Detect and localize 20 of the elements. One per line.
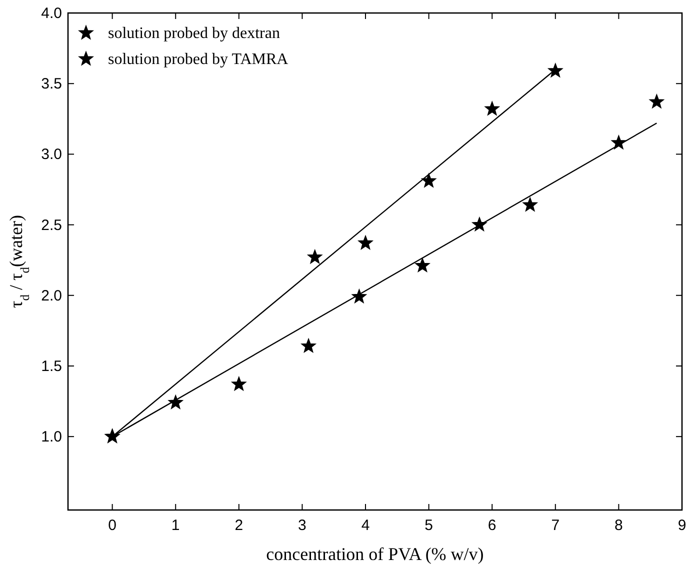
x-tick-label: 4 xyxy=(361,517,370,534)
x-tick-label: 5 xyxy=(424,517,433,534)
y-tick-label: 1.0 xyxy=(41,428,62,446)
x-tick-label: 2 xyxy=(234,517,244,534)
y-tick-label: 1.5 xyxy=(41,358,62,375)
x-tick-label: 8 xyxy=(614,517,623,534)
x-tick-label: 6 xyxy=(488,517,496,534)
y-tick-label: 3.0 xyxy=(41,146,62,164)
x-tick-label: 3 xyxy=(298,517,306,534)
x-tick-label: 9 xyxy=(678,517,686,534)
x-axis-title: concentration of PVA (% w/v) xyxy=(266,544,484,564)
y-tick-label: 3.5 xyxy=(41,76,62,93)
x-tick-label: 1 xyxy=(171,517,180,534)
y-tick-label: 2.5 xyxy=(41,216,62,234)
legend-label: solution probed by TAMRA xyxy=(108,51,289,68)
x-tick-label: 7 xyxy=(551,517,560,534)
y-tick-label: 4.0 xyxy=(41,5,62,22)
legend-label: solution probed by dextran xyxy=(108,25,280,42)
y-tick-label: 2.0 xyxy=(41,287,62,304)
x-tick-label: 0 xyxy=(108,517,116,534)
